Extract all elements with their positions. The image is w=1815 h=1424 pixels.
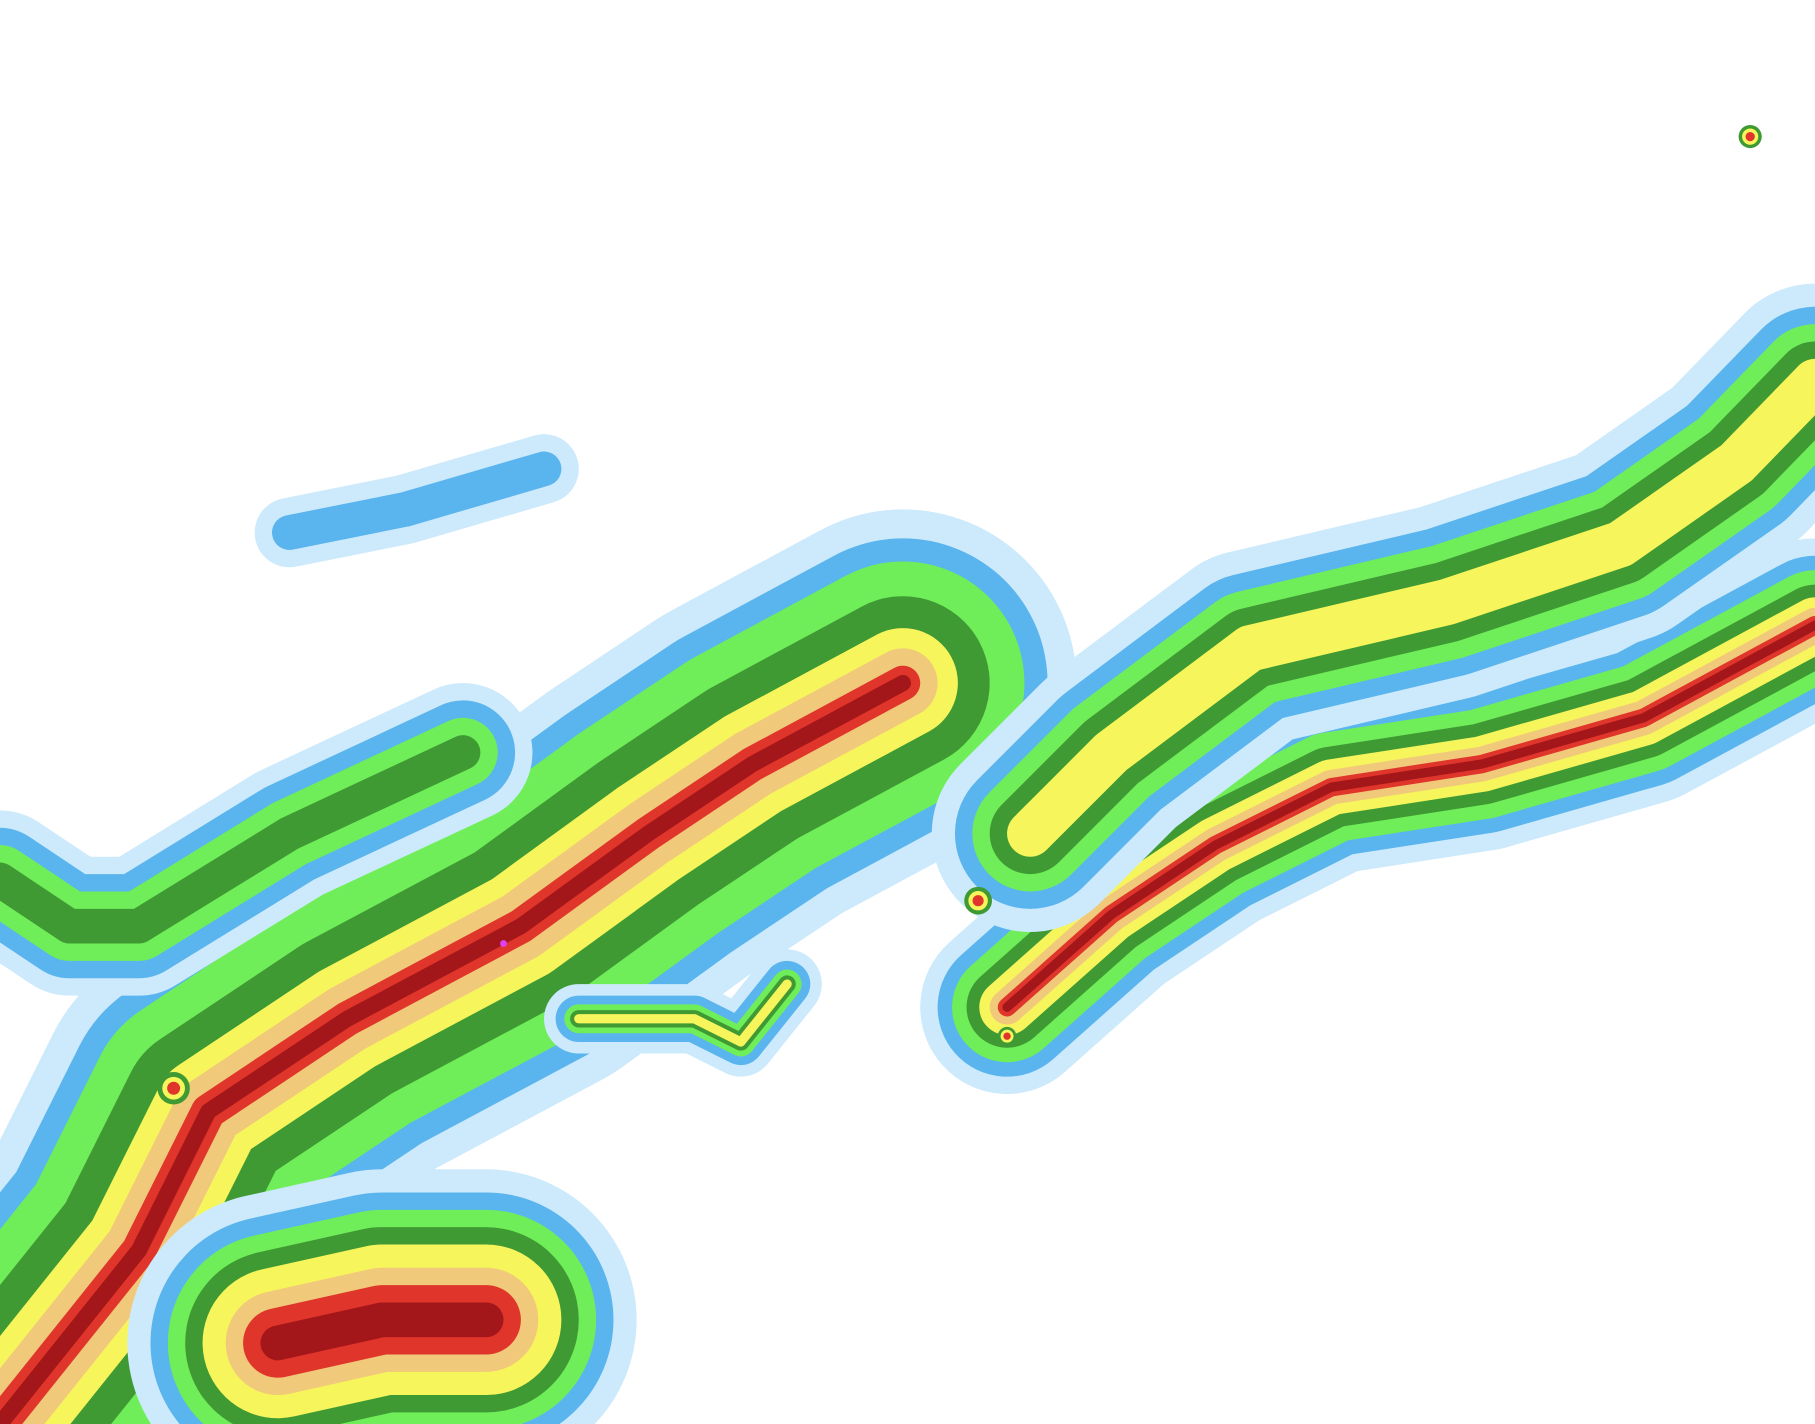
storm-cell (972, 895, 984, 907)
lower-left-cell (127, 1169, 637, 1424)
northern-band-moderate-heavy (1007, 358, 1815, 857)
northern-drizzle-light (272, 451, 562, 550)
trailing-band (544, 949, 822, 1077)
northern-drizzle (254, 434, 579, 568)
southwest-band-intense (0, 674, 911, 1424)
eastern-band (920, 538, 1815, 1095)
northern-band (931, 283, 1815, 932)
southwest-band (0, 509, 1077, 1424)
storm-cell (1003, 1032, 1011, 1040)
trailing-band-moderate-heavy (574, 979, 792, 1047)
storm-cell (167, 1081, 181, 1095)
storm-cell (500, 940, 507, 948)
storm-cell (1745, 131, 1755, 142)
eastern-band-intense (1002, 620, 1815, 1012)
west-edge-band-moderate (0, 735, 481, 944)
west-edge-band (0, 683, 533, 996)
lower-left-cell-intense (260, 1302, 504, 1361)
